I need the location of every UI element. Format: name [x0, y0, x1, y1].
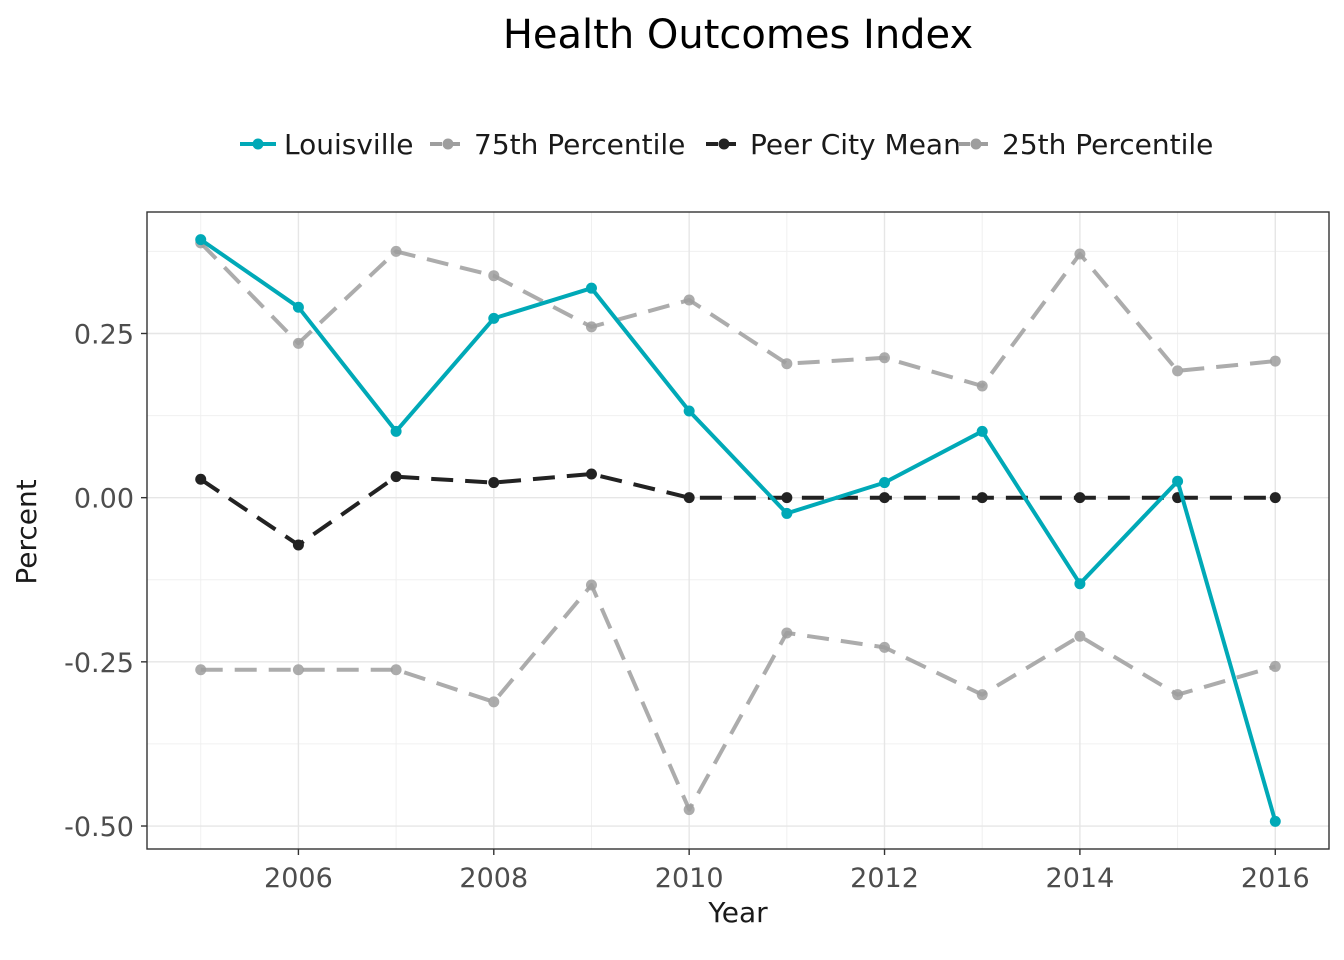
plot-area	[146, 211, 1330, 850]
point-louisville	[1074, 578, 1086, 590]
point-75th-percentile	[1172, 365, 1184, 377]
point-75th-percentile	[683, 294, 695, 306]
point-louisville	[683, 405, 695, 417]
legend-label: 75th Percentile	[474, 128, 685, 161]
legend: Louisville 75th Percentile Peer City Mean 2…	[240, 128, 1213, 161]
point-25th-percentile	[1269, 660, 1281, 672]
point-peer-city-mean	[488, 477, 500, 489]
point-75th-percentile	[879, 352, 891, 364]
legend-key-point	[442, 138, 454, 150]
point-peer-city-mean	[683, 492, 695, 504]
x-tick-label: 2006	[264, 863, 333, 894]
legend-key-point	[970, 138, 982, 150]
legend-item-75th-percentile: 75th Percentile	[430, 128, 685, 161]
y-axis: 0.25 0.00 -0.25 -0.50	[64, 319, 147, 843]
point-75th-percentile	[488, 270, 500, 282]
point-peer-city-mean	[292, 539, 304, 551]
point-louisville	[390, 425, 402, 437]
point-75th-percentile	[585, 321, 597, 333]
series-line-75th-percentile	[199, 241, 1276, 388]
point-peer-city-mean	[781, 492, 793, 504]
point-75th-percentile	[781, 358, 793, 370]
grid-minor	[147, 212, 1329, 849]
legend-key-point	[718, 138, 730, 150]
point-louisville	[879, 477, 891, 489]
y-tick-label: -0.25	[64, 648, 134, 679]
point-25th-percentile	[195, 664, 207, 676]
point-25th-percentile	[1172, 689, 1184, 701]
point-louisville	[195, 234, 207, 246]
point-25th-percentile	[585, 579, 597, 591]
point-75th-percentile	[292, 337, 304, 349]
point-peer-city-mean	[390, 471, 402, 483]
series-peer-city-mean	[195, 468, 1281, 551]
point-peer-city-mean	[1074, 492, 1086, 504]
point-75th-percentile	[390, 245, 402, 257]
x-tick-label: 2012	[850, 863, 919, 894]
chart-title: Health Outcomes Index	[503, 12, 973, 58]
point-louisville	[1269, 815, 1281, 827]
grid-major	[147, 212, 1329, 849]
point-75th-percentile	[976, 380, 988, 392]
point-louisville	[781, 507, 793, 519]
point-louisville	[488, 312, 500, 324]
series-line-25th-percentile	[200, 583, 1276, 812]
point-peer-city-mean	[1269, 492, 1281, 504]
x-tick-label: 2016	[1241, 863, 1310, 894]
point-peer-city-mean	[585, 468, 597, 480]
y-axis-title: Percent	[10, 479, 43, 584]
point-25th-percentile	[683, 804, 695, 816]
y-tick-label: 0.00	[74, 484, 134, 515]
point-75th-percentile	[1074, 248, 1086, 260]
point-25th-percentile	[390, 664, 402, 676]
y-tick-label: -0.50	[64, 812, 134, 843]
x-tick-label: 2010	[655, 863, 724, 894]
x-tick-label: 2008	[459, 863, 528, 894]
series-layer	[195, 234, 1281, 827]
point-louisville	[1172, 475, 1184, 487]
legend-label: Peer City Mean	[750, 128, 961, 161]
point-25th-percentile	[1074, 630, 1086, 642]
point-louisville	[292, 301, 304, 313]
x-axis: 2006 2008 2010 2012 2014 2016	[264, 849, 1310, 894]
series-louisville	[195, 234, 1281, 827]
point-peer-city-mean	[195, 473, 207, 485]
x-tick-label: 2014	[1046, 863, 1115, 894]
point-25th-percentile	[781, 627, 793, 639]
point-peer-city-mean	[879, 492, 891, 504]
legend-item-25th-percentile: 25th Percentile	[958, 128, 1213, 161]
series-25th-percentile	[195, 579, 1281, 816]
panel-border	[146, 211, 1330, 850]
series-line-louisville	[199, 237, 1278, 822]
legend-label: Louisville	[284, 128, 414, 161]
point-25th-percentile	[292, 664, 304, 676]
point-louisville	[976, 425, 988, 437]
point-louisville	[585, 282, 597, 294]
point-25th-percentile	[488, 696, 500, 708]
series-line-peer-city-mean	[199, 472, 1276, 547]
point-75th-percentile	[1269, 355, 1281, 367]
legend-item-peer-city-mean: Peer City Mean	[706, 128, 961, 161]
legend-key-point	[252, 138, 264, 150]
point-25th-percentile	[976, 689, 988, 701]
point-peer-city-mean	[976, 492, 988, 504]
legend-label: 25th Percentile	[1002, 128, 1213, 161]
y-tick-label: 0.25	[74, 319, 134, 350]
point-25th-percentile	[879, 641, 891, 653]
series-75th-percentile	[195, 237, 1281, 392]
legend-item-louisville: Louisville	[240, 128, 414, 161]
x-axis-title: Year	[707, 896, 768, 929]
